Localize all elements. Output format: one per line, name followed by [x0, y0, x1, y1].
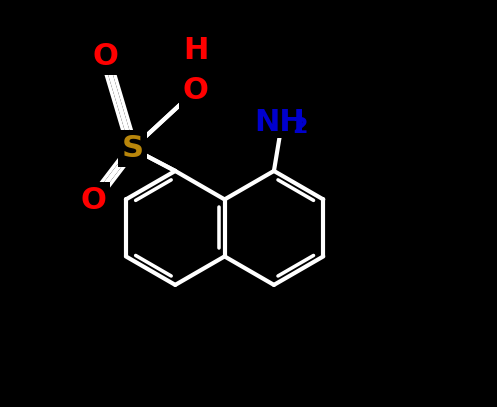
Text: O: O [92, 42, 118, 72]
Text: NH: NH [254, 107, 306, 137]
Text: S: S [121, 134, 144, 163]
Text: 2: 2 [293, 117, 308, 138]
Text: H: H [183, 36, 208, 66]
Text: O: O [80, 186, 106, 215]
Text: O: O [183, 76, 209, 105]
